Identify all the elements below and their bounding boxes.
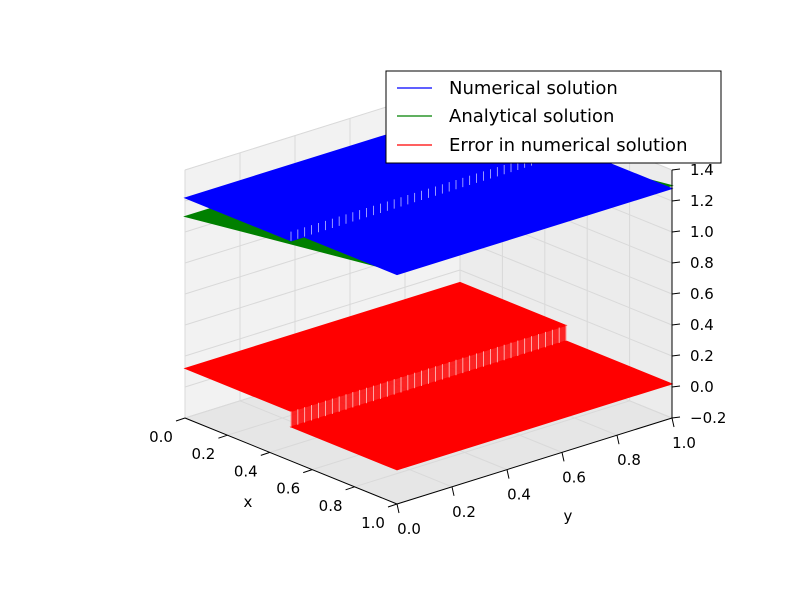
x-tick-label: 1.0: [361, 514, 385, 532]
y-tick: [561, 452, 565, 462]
grid-line-z-right: [459, 269, 673, 357]
x-tick: [175, 417, 186, 422]
x-tick: [303, 469, 313, 474]
z-tick-label: 1.2: [690, 192, 714, 210]
x-tick: [260, 451, 270, 456]
axes: [175, 168, 681, 514]
z-tick: [671, 199, 681, 202]
legend-label-error: Error in numerical solution: [449, 135, 687, 156]
y-tick: [451, 486, 455, 496]
y-tick: [506, 469, 510, 479]
z-tick-label: 0.6: [690, 285, 714, 303]
y-axis-line: [396, 417, 673, 505]
x-tick: [387, 503, 398, 508]
z-tick-label: 0.8: [690, 254, 714, 272]
z-tick: [671, 354, 681, 357]
grid-line-z-right: [459, 238, 673, 326]
y-axis-label: y: [564, 507, 573, 525]
z-tick-label: 1.4: [690, 161, 714, 179]
grid-line-z-left: [184, 269, 461, 357]
x-axis-label: x: [244, 493, 253, 511]
y-tick-label: 0.2: [452, 503, 476, 521]
y-tick: [396, 503, 400, 514]
z-tick: [671, 261, 681, 264]
tick-labels: 0.0 0.2 0.4 0.6 0.8 1.0 0.0 0.2 0.4 0.6 0.8 1.0 −0.2…: [149, 161, 726, 538]
y-tick: [616, 435, 620, 445]
z-tick: [671, 168, 681, 171]
surfaces: [183, 111, 674, 471]
x-tick-label: 0.4: [234, 462, 258, 480]
surface-error-in-numerical-solution: [183, 281, 674, 471]
z-tick: [671, 416, 681, 419]
z-tick-label: 0.0: [690, 378, 714, 396]
z-tick: [671, 230, 681, 233]
z-tick-label: 0.4: [690, 316, 714, 334]
z-tick-label: −0.2: [690, 409, 726, 427]
z-tick: [671, 385, 681, 388]
legend-label-numerical: Numerical solution: [449, 78, 618, 99]
grid-line-x-floor: [354, 400, 630, 488]
y-tick: [671, 417, 675, 428]
x-tick-label: 0.8: [319, 497, 343, 515]
y-tick-label: 0.4: [507, 486, 531, 504]
z-tick-label: 1.0: [690, 223, 714, 241]
y-tick-label: 0.0: [397, 520, 421, 538]
x-tick-label: 0.0: [149, 428, 173, 446]
z-tick: [671, 323, 681, 326]
z-tick: [671, 292, 681, 295]
x-axis-line: [184, 417, 398, 505]
y-tick-label: 0.8: [617, 451, 641, 469]
y-tick-label: 1.0: [672, 434, 696, 452]
z-tick-label: 0.2: [690, 347, 714, 365]
legend: Numerical solution Analytical solution E…: [385, 70, 722, 164]
legend-box: [385, 70, 722, 164]
x-tick: [345, 486, 355, 491]
x-tick-label: 0.6: [276, 480, 300, 498]
legend-label-analytical: Analytical solution: [449, 106, 614, 127]
x-tick: [218, 434, 228, 439]
x-tick-label: 0.2: [191, 445, 215, 463]
y-tick-label: 0.6: [562, 468, 586, 486]
